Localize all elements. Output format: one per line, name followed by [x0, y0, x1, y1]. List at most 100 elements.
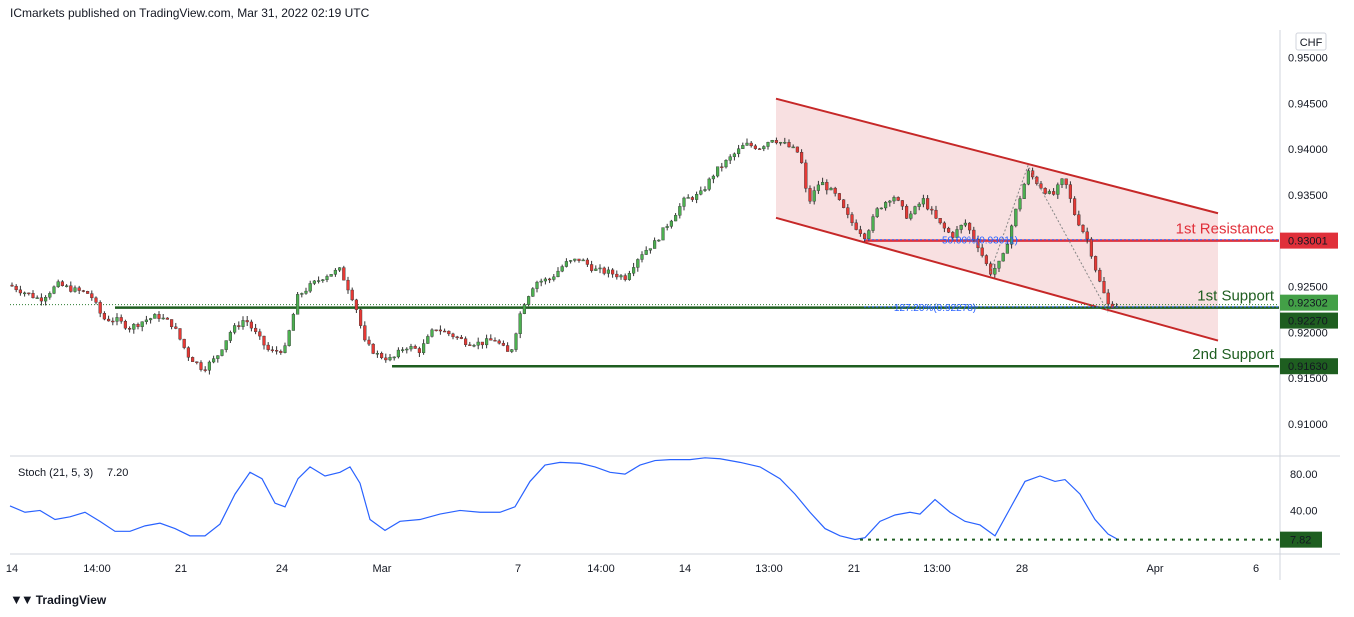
candle-body: [720, 166, 724, 168]
1st-support-label: 1st Support: [1197, 288, 1275, 305]
candle-body: [606, 269, 610, 274]
candle-body: [291, 314, 295, 331]
candle-body: [993, 268, 997, 275]
candle-body: [413, 346, 417, 349]
time-tick-label: 24: [276, 563, 288, 575]
candle-body: [997, 260, 1001, 269]
candle-body: [338, 267, 342, 271]
candle-body: [443, 330, 447, 333]
candle-body: [1068, 184, 1072, 199]
candle-body: [892, 197, 896, 202]
candle-body: [476, 341, 480, 346]
candle-body: [232, 325, 237, 333]
candle-body: [812, 190, 816, 202]
candle-body: [1043, 188, 1047, 194]
candle-body: [657, 239, 661, 242]
candle-body: [619, 275, 623, 278]
candle-body: [879, 207, 883, 210]
price-axis[interactable]: CHF 0.95000 0.94500 0.94000 0.93500 0.92500 0…: [1280, 32, 1338, 548]
candle-body: [354, 299, 358, 310]
candle-body: [573, 258, 577, 261]
candle-body: [783, 142, 787, 144]
candle-body: [157, 314, 161, 319]
candle-body: [627, 273, 631, 280]
candle-body: [434, 329, 438, 332]
candle-body: [287, 330, 291, 346]
candle-body: [94, 297, 98, 303]
fib-connector: [989, 164, 1109, 313]
candle-body: [224, 340, 228, 350]
candle-body: [846, 207, 850, 215]
candle-body: [535, 281, 539, 289]
support-resistance-levels: 1st Resistance 1st Support 2nd Support: [10, 221, 1279, 368]
candle-body: [203, 369, 207, 371]
candle-body: [1102, 281, 1106, 294]
candle-body: [119, 317, 123, 322]
footer-brand: TradingView: [35, 592, 107, 607]
candle-body: [1001, 253, 1005, 262]
candle-body: [228, 332, 232, 341]
candle-body: [690, 197, 694, 200]
candle-body: [543, 278, 547, 282]
candle-body: [10, 284, 14, 287]
candle-body: [409, 346, 413, 350]
time-tick-label: 21: [848, 563, 860, 575]
currency-badge[interactable]: [1295, 32, 1327, 51]
candle-body: [216, 355, 220, 359]
candle-body: [241, 320, 245, 327]
stochastic-panel[interactable]: Stoch (21, 5, 3) 7.20: [9, 457, 1279, 541]
candle-body: [480, 341, 484, 346]
candle-body: [821, 182, 825, 186]
2nd-support-label: 2nd Support: [1192, 346, 1275, 363]
candle-body: [359, 309, 363, 326]
candle-body: [52, 286, 56, 294]
candle-body: [984, 255, 988, 264]
candle-body: [174, 326, 178, 329]
candle-body: [938, 217, 942, 224]
price-tag: [1280, 232, 1338, 249]
candle-body: [682, 197, 686, 207]
candle-body: [745, 142, 749, 146]
currency-label: CHF: [1300, 37, 1323, 49]
candle-body: [489, 338, 493, 341]
candle-body: [577, 258, 581, 261]
time-tick-label: 13:00: [923, 563, 951, 575]
candle-body: [632, 267, 636, 274]
candle-body: [896, 197, 900, 201]
candle-body: [800, 151, 804, 164]
footer-branding[interactable]: ▼▼ TradingView: [10, 592, 106, 607]
candle-body: [863, 233, 867, 240]
candle-body: [1081, 224, 1085, 233]
candle-body: [161, 317, 165, 320]
candle-body: [795, 146, 799, 153]
candle-body: [321, 279, 325, 281]
time-axis[interactable]: 14 14:00 21 24 Mar 7 14:00 14 13:00 21 13:00 28 Apr 6: [6, 563, 1259, 575]
candle-body: [905, 206, 909, 219]
candle-body: [1098, 269, 1102, 282]
candle-body: [371, 343, 375, 354]
candle-body: [283, 345, 287, 353]
candle-body: [69, 285, 73, 292]
candle-body: [548, 278, 552, 281]
candle-body: [438, 329, 442, 332]
candle-body: [464, 338, 468, 345]
candle-body: [556, 270, 560, 278]
candle-body: [980, 247, 984, 256]
candle-body: [90, 293, 94, 299]
candle-body: [909, 213, 913, 219]
candle-body: [1035, 176, 1039, 184]
candle-body: [867, 230, 871, 240]
time-tick-label: 7: [515, 563, 521, 575]
candle-body: [648, 248, 652, 251]
time-tick-label: 6: [1253, 563, 1259, 575]
stoch-last-label: 7.82: [1290, 535, 1311, 547]
stoch-tick-label: 80.00: [1290, 469, 1318, 481]
price-panel[interactable]: 1st Resistance 1st Support 2nd Support 50.…: [10, 30, 1279, 456]
time-tick-label: 14:00: [83, 563, 111, 575]
price-tag-label: 0.92302: [1288, 298, 1328, 310]
candle-body: [237, 325, 241, 327]
candle-body: [169, 319, 174, 328]
candle-body: [774, 140, 778, 144]
candle-body: [275, 350, 279, 352]
